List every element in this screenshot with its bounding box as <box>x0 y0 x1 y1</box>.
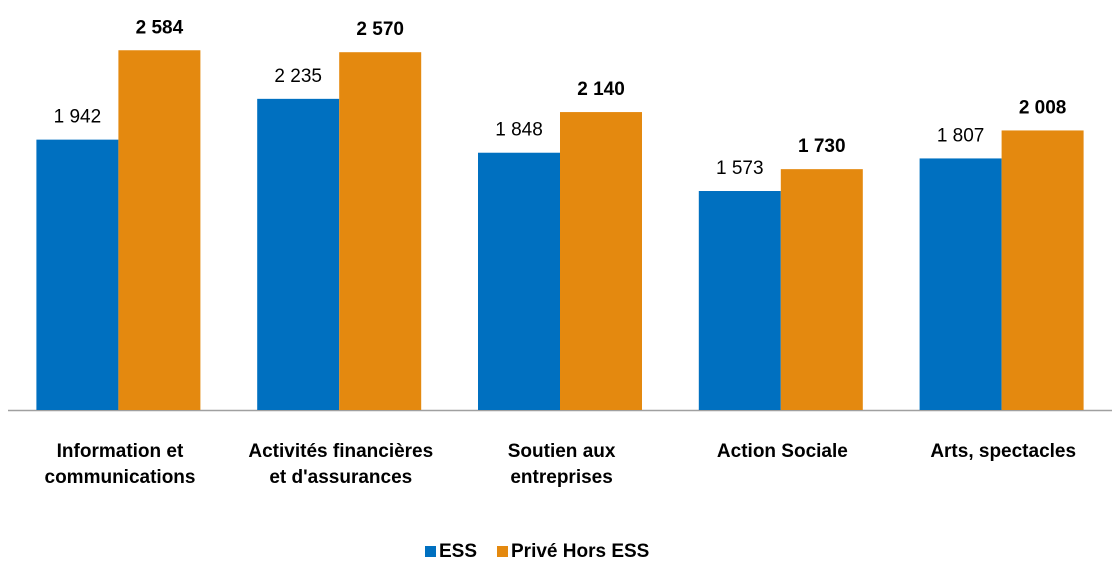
bar <box>780 169 863 410</box>
bar <box>698 191 781 410</box>
legend-swatch <box>497 546 508 557</box>
legend-label: Privé Hors ESS <box>511 541 649 562</box>
bar <box>478 152 560 410</box>
value-label: 2 140 <box>577 79 625 100</box>
value-label: 2 584 <box>136 17 184 38</box>
legend-label: ESS <box>439 541 477 562</box>
bar <box>339 52 422 411</box>
bar <box>560 112 642 411</box>
value-label: 2 570 <box>356 19 404 40</box>
value-label: 1 942 <box>54 107 102 128</box>
bar <box>919 158 1002 410</box>
value-label: 2 235 <box>274 66 322 87</box>
value-label: 1 573 <box>716 158 764 179</box>
value-label: 2 008 <box>1019 97 1067 118</box>
bar <box>36 139 119 411</box>
bar <box>118 50 201 411</box>
value-label: 1 730 <box>798 136 846 157</box>
x-tick-label: Action Sociale <box>716 441 848 462</box>
legend-swatch <box>425 546 436 557</box>
value-label: 1 848 <box>495 120 543 141</box>
x-tick-label: Activités financières et d'assurances <box>248 441 434 488</box>
bar <box>257 98 340 411</box>
x-tick-label: Soutien aux entreprises <box>507 441 616 488</box>
bar <box>1001 130 1084 410</box>
value-label: 1 807 <box>937 125 985 146</box>
x-tick-label: Arts, spectacles <box>930 441 1077 462</box>
x-tick-label: Information et communications <box>44 441 196 488</box>
